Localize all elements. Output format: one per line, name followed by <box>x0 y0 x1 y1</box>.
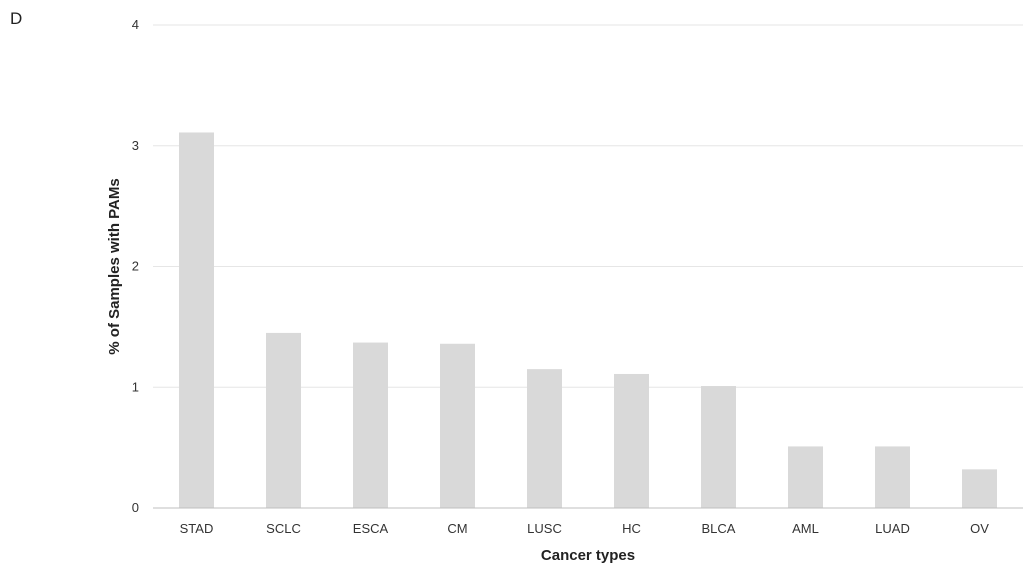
y-tick-labels: 0 1 2 3 4 <box>132 17 139 515</box>
bar-sclc <box>266 332 301 508</box>
x-tick-label: STAD <box>180 521 214 536</box>
y-tick-label: 0 <box>132 500 139 515</box>
panel-label: D <box>10 9 23 28</box>
x-tick-label: CM <box>447 521 467 536</box>
x-tick-label: OV <box>970 521 989 536</box>
y-axis-title: % of Samples with PAMs <box>106 178 123 354</box>
x-tick-label: ESCA <box>353 521 389 536</box>
bar-hc <box>614 373 649 508</box>
bar-blca <box>701 386 736 508</box>
bar-ov <box>962 469 997 508</box>
bar-aml <box>788 446 823 508</box>
y-tick-label: 1 <box>132 379 139 394</box>
bar-stad <box>179 132 214 508</box>
x-axis-title: Cancer types <box>541 547 635 564</box>
x-tick-label: BLCA <box>702 521 736 536</box>
x-tick-label: LUAD <box>875 521 910 536</box>
y-tick-label: 4 <box>132 17 139 32</box>
y-tick-label: 3 <box>132 138 139 153</box>
x-tick-label: SCLC <box>266 521 301 536</box>
x-tick-label: HC <box>622 521 641 536</box>
y-tick-label: 2 <box>132 259 139 274</box>
bars <box>179 132 997 508</box>
bar-luad <box>875 446 910 508</box>
x-tick-label: LUSC <box>527 521 562 536</box>
bar-lusc <box>527 369 562 508</box>
x-tick-label: AML <box>792 521 819 536</box>
bar-cm <box>440 343 475 508</box>
x-tick-labels: STAD SCLC ESCA CM LUSC HC BLCA AML LUAD OV <box>180 521 990 536</box>
bar-esca <box>353 342 388 508</box>
